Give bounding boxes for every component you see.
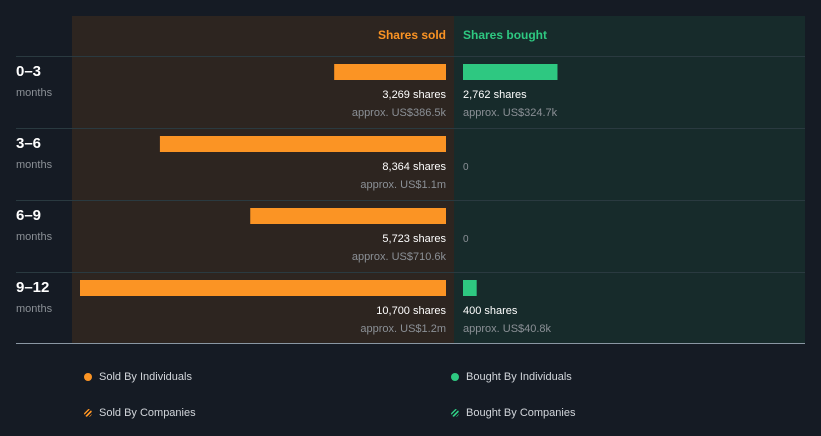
bought-shares-label: 2,762 shares: [463, 89, 527, 101]
period-unit: months: [16, 87, 53, 99]
period-label: 6–9: [16, 207, 41, 224]
legend-bought-companies[interactable]: Bought By Companies: [451, 407, 575, 419]
bought-value-label: approx. US$40.8k: [463, 323, 552, 335]
sold-bar: [250, 208, 446, 224]
green-dot-icon: [451, 373, 459, 381]
sold-value-label: approx. US$386.5k: [352, 107, 447, 119]
orange-dot-icon: [84, 373, 92, 381]
period-label: 9–12: [16, 279, 49, 296]
period-unit: months: [16, 231, 53, 243]
orange-hatched-dot-icon: [84, 409, 92, 417]
green-hatched-dot-icon: [451, 409, 459, 417]
bought-bar: [463, 280, 477, 296]
sold-value-label: approx. US$1.2m: [360, 323, 446, 335]
period-label: 3–6: [16, 135, 41, 152]
bought-value-label: approx. US$324.7k: [463, 107, 558, 119]
legend-sold-individuals[interactable]: Sold By Individuals: [84, 371, 192, 383]
bought-bar: [463, 64, 558, 80]
legend-label: Bought By Companies: [466, 407, 576, 419]
bought-shares-label: 400 shares: [463, 305, 518, 317]
bought-header: Shares bought: [463, 28, 547, 42]
legend-bought-individuals[interactable]: Bought By Individuals: [451, 371, 572, 383]
sold-shares-label: 8,364 shares: [382, 161, 446, 173]
legend-sold-companies[interactable]: Sold By Companies: [84, 407, 196, 419]
period-unit: months: [16, 303, 53, 315]
bought-zero-label: 0: [463, 162, 469, 173]
sold-shares-label: 3,269 shares: [382, 89, 446, 101]
sold-bar: [334, 64, 446, 80]
sold-bar: [159, 136, 446, 152]
sold-value-label: approx. US$710.6k: [352, 251, 447, 263]
bought-zero-label: 0: [463, 234, 469, 245]
sold-shares-label: 5,723 shares: [382, 233, 446, 245]
sold-header: Shares sold: [378, 28, 446, 42]
legend-label: Sold By Companies: [99, 407, 196, 419]
insider-trading-chart: Shares sold Shares bought 0–3 months 3,269…: [16, 16, 805, 344]
sold-bar: [80, 280, 446, 296]
sold-shares-label: 10,700 shares: [376, 305, 446, 317]
legend-label: Sold By Individuals: [99, 371, 192, 383]
sold-value-label: approx. US$1.1m: [360, 179, 446, 191]
legend-label: Bought By Individuals: [466, 371, 572, 383]
period-label: 0–3: [16, 63, 41, 80]
period-unit: months: [16, 159, 53, 171]
